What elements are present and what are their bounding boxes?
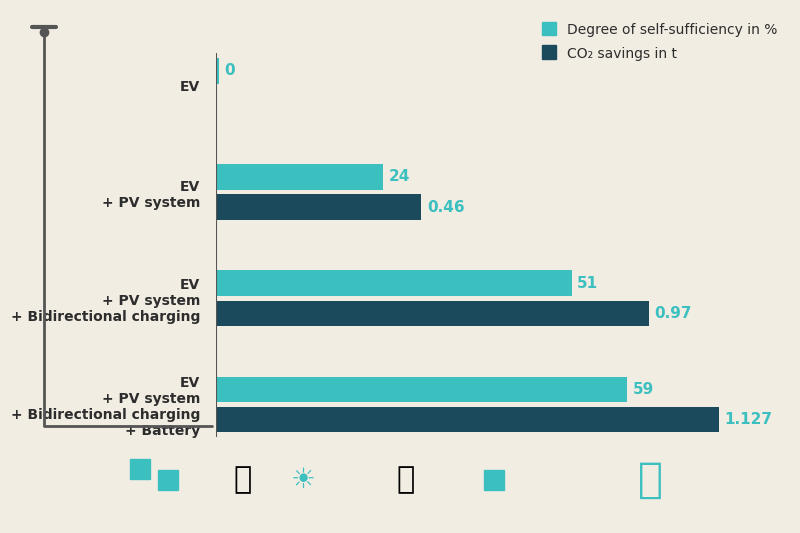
Text: 0.97: 0.97 [654,306,692,321]
Text: 1.127: 1.127 [725,412,773,427]
Text: 51: 51 [578,276,598,290]
Text: 🔋: 🔋 [234,465,251,494]
Bar [216,301,649,326]
Bar [216,377,627,402]
Text: ☀: ☀ [291,466,316,494]
Bar [216,164,383,190]
Text: 24: 24 [389,169,410,184]
Text: 0: 0 [224,63,235,78]
Bar [216,195,422,220]
Text: 🚗: 🚗 [638,459,663,500]
Text: 🏠: 🏠 [397,465,414,494]
Bar [216,407,719,432]
Legend: Degree of self-sufficiency in %, CO₂ savings in t: Degree of self-sufficiency in %, CO₂ sav… [542,23,777,61]
Text: 0.46: 0.46 [427,200,465,215]
Bar [216,270,572,296]
Text: 59: 59 [633,382,654,397]
Bar [216,58,219,84]
